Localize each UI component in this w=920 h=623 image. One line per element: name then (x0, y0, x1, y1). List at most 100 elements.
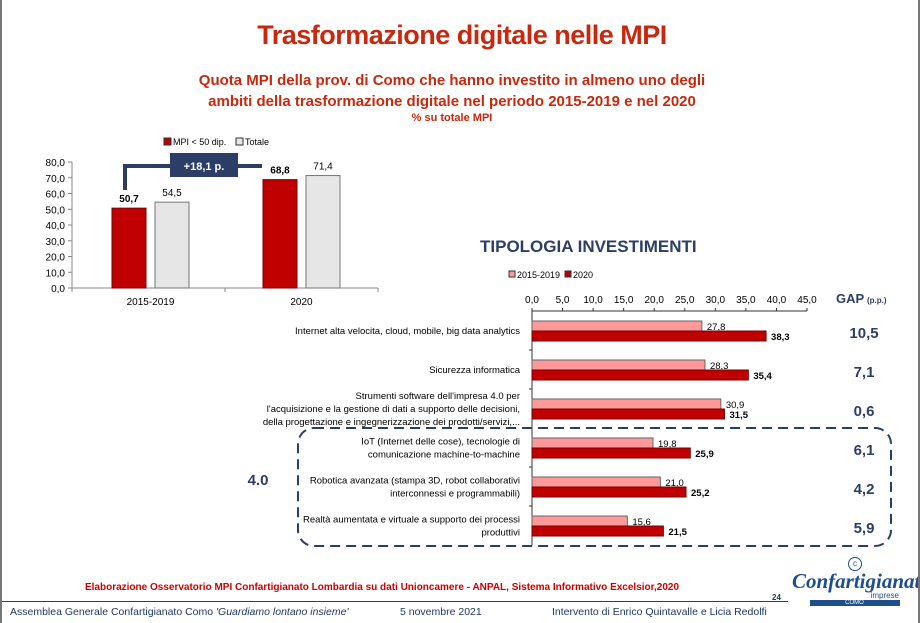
bar-2020 (531, 447, 691, 459)
annotation-label: +18,1 p. (184, 161, 225, 173)
value-label: 28,3 (710, 361, 729, 372)
value-label: 71,4 (313, 162, 333, 173)
bar-2015-2019 (531, 515, 628, 527)
x-tick-label: 40,0 (767, 295, 787, 306)
logo-name: Confartigianato (792, 569, 920, 593)
x-tick-label: 25,0 (675, 295, 695, 306)
x-tick-label: 30,0 (706, 295, 726, 306)
left-bar-chart: 0,0 10,0 20,0 30,0 40,0 50,0 60,0 70,0 80,0 2015-… (46, 137, 379, 308)
category-label: produttivi (481, 528, 520, 539)
gap-value: 5,9 (854, 520, 875, 537)
value-label: 68,8 (270, 166, 290, 177)
x-tick-label: 15,0 (614, 295, 634, 306)
category-label: IoT (Internet delle cose), tecnologie di (361, 437, 520, 448)
footer-speakers: Intervento di Enrico Quintavalle e Licia… (552, 606, 767, 618)
y-tick-label: 0,0 (51, 284, 65, 295)
category-label: Robotica avanzata (stampa 3D, robot coll… (310, 476, 520, 487)
bar-2015-2019 (531, 320, 703, 332)
legend-swatch (564, 270, 572, 278)
footer-divider (2, 601, 788, 602)
section-title: TIPOLOGIA INVESTIMENTI (480, 237, 697, 256)
category-label: Sicurezza informatica (429, 365, 521, 376)
value-label: 38,3 (771, 332, 790, 343)
slide-title: Trasformazione digitale nelle MPI (257, 20, 667, 50)
right-bar-chart: 0,0 5,0 10,0 15,0 20,0 25,0 30,0 35,0 40,0 45,0 20… (248, 270, 892, 547)
value-label: 50,7 (119, 194, 139, 205)
gap-value: 0,6 (854, 403, 875, 420)
y-tick-label: 70,0 (46, 174, 66, 185)
gap-unit: (p.p.) (867, 296, 887, 305)
annotation-box (170, 153, 238, 177)
value-label: 25,2 (691, 488, 710, 499)
legend-label: 2015-2019 (517, 270, 560, 280)
y-tick-label: 30,0 (46, 237, 66, 248)
category-label: interconnessi e programmabili) (390, 489, 520, 500)
category-label: della progettazione e ingegnerizzazione … (263, 417, 520, 428)
bar-totale (154, 201, 190, 289)
footer-event: Assemblea Generale Confartigianato Como … (10, 606, 348, 618)
value-label: 31,5 (730, 410, 749, 421)
bar-2020 (531, 525, 664, 537)
subtitle-line-1: Quota MPI della prov. di Como che hanno … (198, 72, 706, 89)
legend-swatch (163, 137, 172, 146)
logo-city: COMO (809, 600, 900, 606)
category-label: Internet alta velocita, cloud, mobile, b… (295, 326, 520, 337)
group-box-4-0 (297, 427, 892, 547)
bar-2015-2019 (531, 437, 654, 449)
value-label: 21,5 (668, 527, 687, 538)
value-label: 27,8 (707, 322, 726, 333)
y-tick-label: 10,0 (46, 268, 66, 279)
bar-totale (305, 175, 341, 289)
bar-2020 (531, 369, 749, 381)
footer-date: 5 novembre 2021 (400, 606, 482, 618)
logo-sub: imprese (870, 591, 899, 600)
x-tick-label: 2015-2019 (127, 297, 175, 308)
bar-2020 (531, 486, 687, 498)
value-label: 35,4 (753, 371, 772, 382)
gap-value: 4,2 (854, 481, 875, 498)
x-tick-label: 35,0 (736, 295, 756, 306)
footer-event-name: Assemblea Generale Confartigianato Como (10, 606, 217, 618)
source-note: Elaborazione Osservatorio MPI Confartigi… (84, 582, 680, 593)
value-label: 54,5 (162, 188, 182, 199)
subtitle-line-2: ambiti della trasformazione digitale nel… (208, 93, 696, 110)
page-number: 24 (772, 593, 781, 602)
gap-value: 10,5 (849, 325, 878, 342)
value-label: 15,6 (632, 517, 651, 528)
category-label: Strumenti software dell'impresa 4.0 per (356, 391, 520, 402)
gap-header: GAP (836, 291, 865, 306)
footer-motto: 'Guardiamo lontano insieme' (216, 606, 349, 618)
group-label: 4.0 (248, 472, 269, 489)
x-tick-label: 5,0 (556, 295, 570, 306)
category-label: l'acquisizione e la gestione di dati a s… (267, 404, 520, 415)
x-tick-label: 10,0 (583, 295, 603, 306)
bar-mpi-50-dip- (262, 179, 298, 289)
legend-label: Totale (245, 137, 269, 147)
category-label: comunicazione machine-to-machine (368, 450, 520, 461)
bar-2015-2019 (531, 476, 661, 488)
gap-value: 7,1 (854, 364, 875, 381)
logo-mark-icon: c (848, 557, 862, 571)
y-tick-label: 50,0 (46, 205, 66, 216)
value-label: 19,8 (658, 439, 677, 450)
legend-swatch (508, 270, 516, 278)
bar-2020 (531, 330, 767, 342)
gap-value: 6,1 (854, 442, 875, 459)
value-label: 21,0 (665, 478, 684, 489)
bar-2015-2019 (531, 359, 706, 371)
x-tick-label: 2020 (290, 297, 313, 308)
bar-2015-2019 (531, 398, 722, 410)
legend-label: 2020 (573, 270, 593, 280)
y-tick-label: 40,0 (46, 221, 66, 232)
confartigianato-logo: c Confartigianato imprese COMO (792, 557, 920, 612)
value-label: 30,9 (726, 400, 745, 411)
y-tick-label: 20,0 (46, 253, 66, 264)
y-tick-label: 60,0 (46, 190, 66, 201)
x-tick-label: 20,0 (644, 295, 664, 306)
y-tick-label: 80,0 (46, 158, 66, 169)
legend-label: MPI < 50 dip. (173, 137, 226, 147)
category-label: Realtà aumentata e virtuale a supporto d… (303, 515, 520, 526)
x-tick-label: 45,0 (797, 295, 817, 306)
bar-2020 (531, 408, 725, 420)
